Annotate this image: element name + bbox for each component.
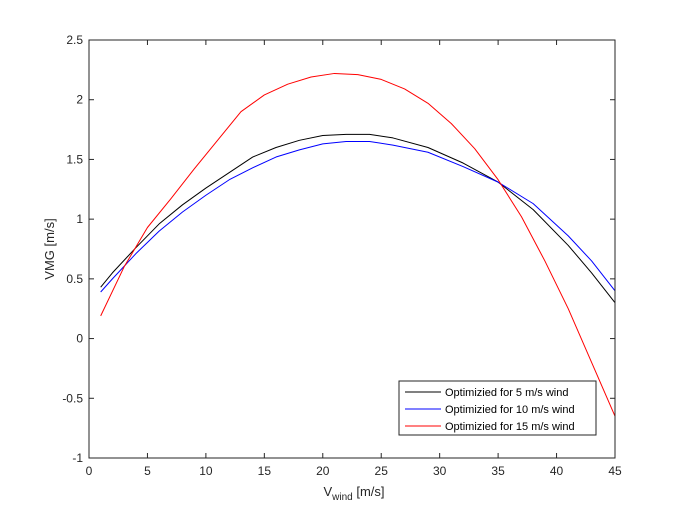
y-axis-label: VMG [m/s] (42, 218, 57, 279)
series-line-1 (100, 133, 616, 304)
y-tick-label: -1 (72, 451, 83, 465)
y-tick-label: 0.5 (66, 272, 83, 286)
x-tick-label: 5 (144, 464, 151, 478)
x-tick-label: 15 (258, 464, 272, 478)
legend-label-series-1: Optimizied for 5 m/s wind (445, 387, 568, 399)
x-tick-label: 30 (433, 464, 447, 478)
x-axis-label-subscript: wind (331, 492, 353, 503)
series-line-2 (100, 141, 616, 293)
legend: Optimizied for 5 m/s wind Optimizied for… (398, 380, 597, 436)
x-tick-label: 40 (550, 464, 564, 478)
x-axis-label-unit: [m/s] (353, 484, 385, 499)
axes-box (88, 39, 616, 459)
x-axis-label-main: V (323, 484, 332, 499)
legend-label-series-2: Optimizied for 10 m/s wind (445, 404, 575, 416)
x-tick-label: 35 (491, 464, 505, 478)
x-tick-label: 25 (375, 464, 389, 478)
series-line-3 (100, 72, 616, 417)
x-tick-label: 20 (316, 464, 330, 478)
y-tick-label: -0.5 (62, 391, 83, 405)
series-layer (100, 72, 616, 417)
y-tick-label: 1 (76, 212, 83, 226)
ticks-layer: 0 5 10 15 20 25 30 35 40 45 -1 -0.5 0 0.5 1 1.5 2 2.5 (62, 33, 622, 478)
y-tick-label: 0 (76, 332, 83, 346)
x-tick-label: 0 (86, 464, 93, 478)
y-tick-label: 2 (76, 93, 83, 107)
y-tick-label: 1.5 (66, 152, 83, 166)
x-axis-label: Vwind [m/s] (323, 484, 384, 503)
x-tick-label: 10 (199, 464, 213, 478)
x-tick-label: 45 (608, 464, 622, 478)
legend-label-series-3: Optimizied for 15 m/s wind (445, 421, 575, 433)
y-tick-label: 2.5 (66, 33, 83, 47)
